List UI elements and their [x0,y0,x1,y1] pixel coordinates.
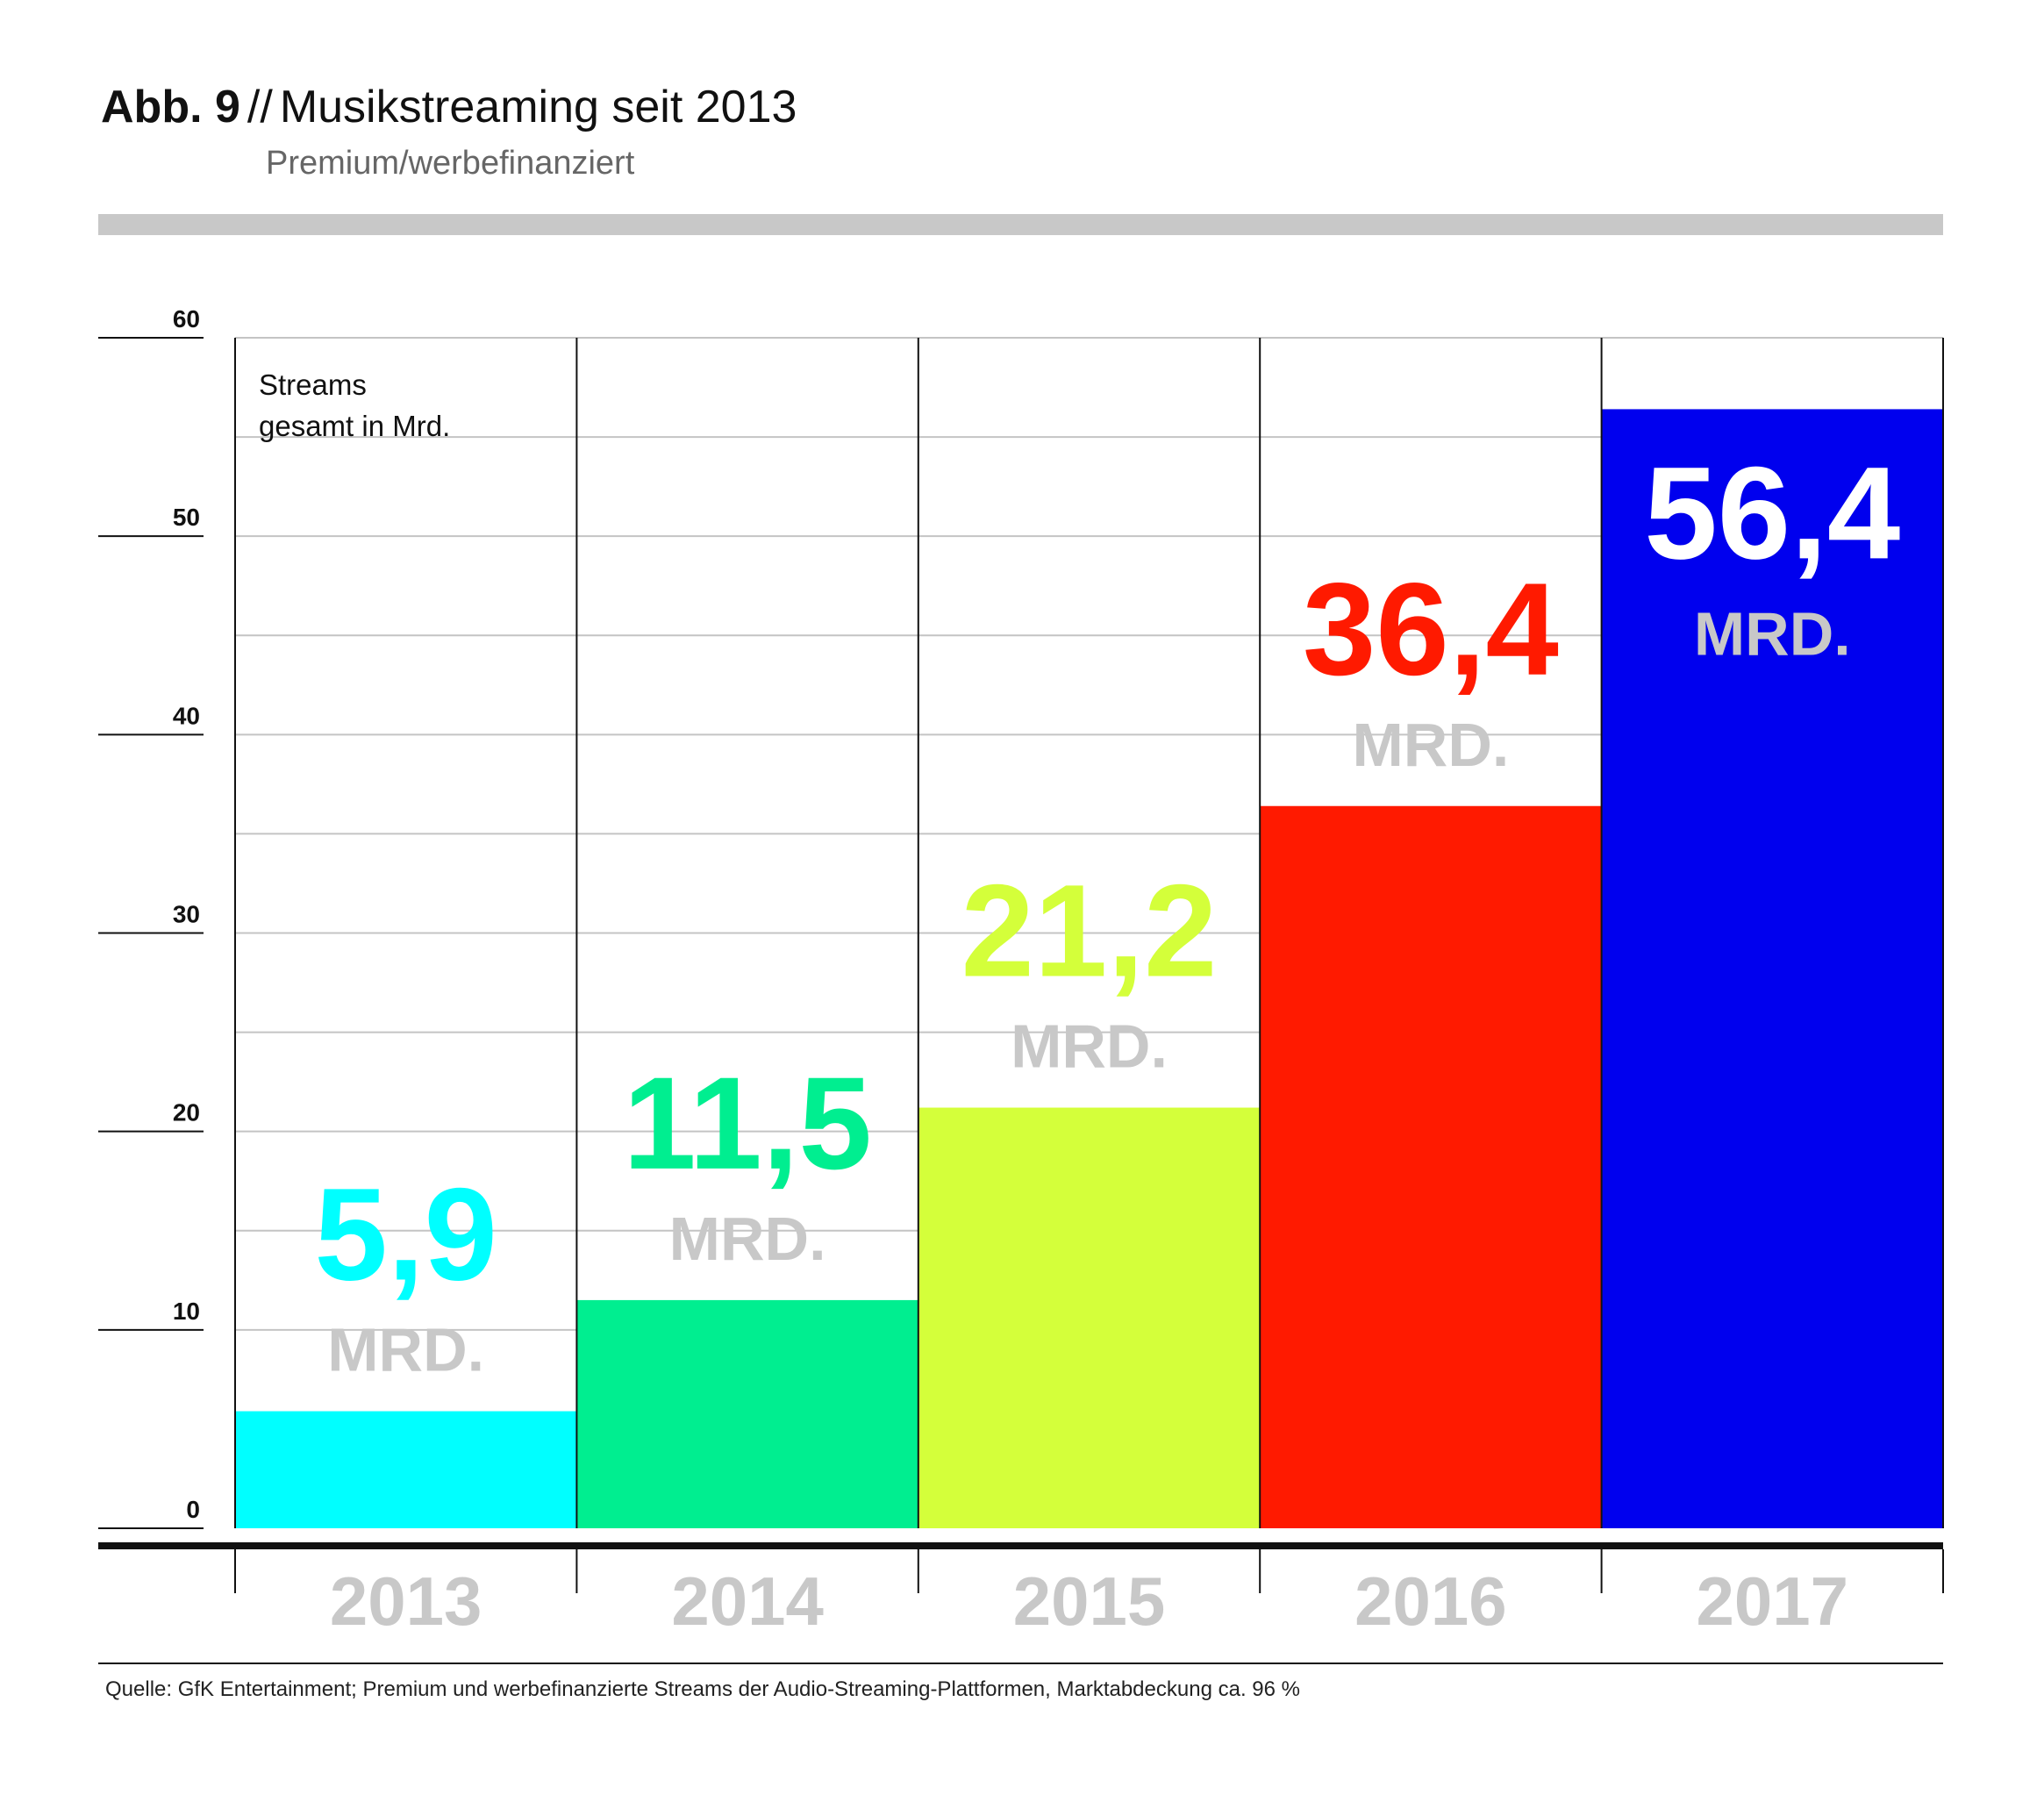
y-tick-label: 20 [173,1099,200,1126]
bar-2014 [576,1299,918,1528]
source-note: Quelle: GfK Entertainment; Premium und w… [105,1677,1300,1701]
y-tick-label: 50 [173,504,200,531]
y-tick-label: 10 [173,1298,200,1325]
figure-title: Abb. 9//Musikstreaming seit 2013 [101,81,797,133]
unit-label: MRD. [327,1316,484,1384]
x-tick-label: 2017 [1697,1562,1849,1640]
unit-label: MRD. [1694,599,1851,668]
figure-header: Abb. 9//Musikstreaming seit 2013 [101,81,797,133]
header-rule [98,214,1943,235]
value-label: 36,4 [1303,555,1559,703]
y-axis-label-line-2: gesamt in Mrd. [259,410,450,442]
y-axis: 0 10 20 30 40 50 60 [98,305,204,1529]
unit-label: MRD. [669,1205,826,1273]
bar-2015 [918,1107,1261,1528]
bar-2016 [1260,805,1602,1528]
value-label: 21,2 [961,857,1218,1005]
bars [235,409,1943,1528]
y-tick-label: 60 [173,305,200,333]
x-tick-label: 2013 [330,1562,482,1640]
figure-separator: // [247,82,273,132]
x-tick-label: 2016 [1354,1562,1507,1640]
y-tick-label: 30 [173,901,200,928]
y-tick-label: 0 [186,1496,200,1523]
unit-label: MRD. [1352,711,1509,779]
value-label: 56,4 [1644,439,1900,586]
x-tick-label: 2015 [1013,1562,1166,1640]
unit-label: MRD. [1011,1012,1168,1081]
y-axis-label-line-1: Streams [259,368,367,401]
figure-label: Abb. 9 [101,82,240,132]
value-label: 11,5 [623,1049,872,1197]
value-labels: 5,9 MRD. 11,5 MRD. 21,2 MRD. 36,4 MRD. 56,4 MRD. [314,439,1900,1384]
column-dividers [234,338,1944,1528]
x-axis: 2013 2014 2015 2016 2017 [98,1542,1944,1664]
chart-subtitle: Premium/werbefinanziert [266,145,635,182]
value-label: 5,9 [314,1161,497,1308]
bar-2017 [1601,409,1943,1528]
chart-title: Musikstreaming seit 2013 [279,82,797,132]
bar-2013 [235,1411,577,1528]
y-tick-label: 40 [173,702,200,729]
x-tick-label: 2014 [671,1562,824,1640]
